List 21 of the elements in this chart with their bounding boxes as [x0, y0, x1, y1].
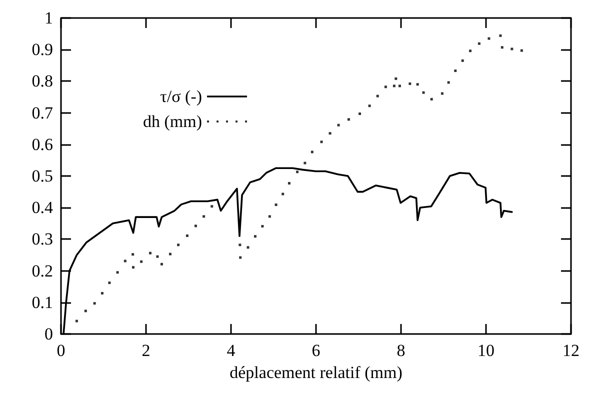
y-tick-label: 0.7 [32, 103, 54, 122]
y-tick-label: 0.5 [32, 166, 53, 186]
y-tick-label: 0.4 [32, 198, 54, 218]
y-tick-label: 0.9 [32, 40, 53, 60]
x-tick-label: 0 [56, 341, 66, 360]
x-tick-label: 4 [226, 341, 236, 360]
y-tick-label: 0.2 [32, 261, 53, 280]
legend-label: τ/σ (-) [160, 87, 202, 106]
x-axis-title: déplacement relatif (mm) [230, 362, 402, 382]
legend-label: dh (mm) [142, 112, 202, 131]
y-tick-label: 0.6 [32, 134, 53, 154]
x-tick-label: 8 [396, 341, 406, 360]
y-tick-label: 0 [44, 324, 53, 344]
y-tick-label: 0.3 [32, 230, 53, 249]
x-tick-label: 2 [142, 341, 150, 360]
y-tick-label: 1 [44, 8, 53, 28]
y-tick-label: 0.1 [32, 292, 53, 312]
y-tick-label: 0.8 [32, 72, 53, 91]
x-tick-label: 12 [562, 341, 580, 360]
x-tick-label: 6 [312, 341, 320, 360]
x-tick-label: 10 [478, 341, 494, 360]
